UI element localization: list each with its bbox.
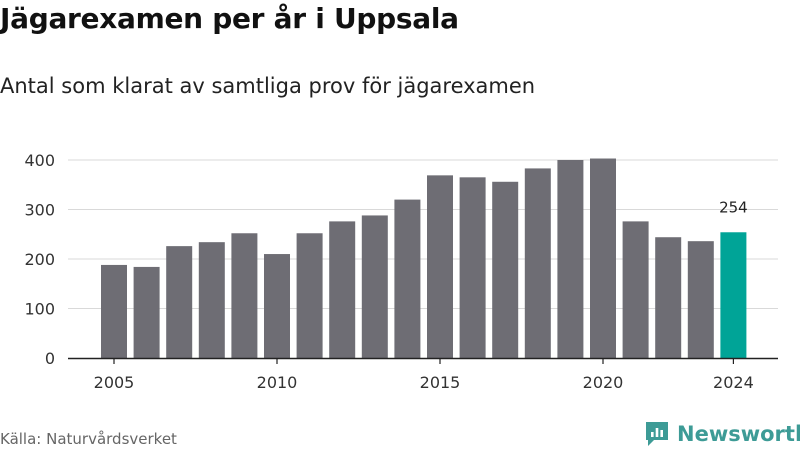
x-tick-label: 2005 [94, 373, 135, 392]
bar-2018 [524, 168, 551, 358]
x-tick-label: 2020 [583, 373, 624, 392]
bar-2017 [492, 181, 519, 358]
bar-2006 [133, 266, 160, 358]
x-tick-label: 2015 [420, 373, 461, 392]
brand-name: Newsworthy [677, 422, 800, 446]
bar-2007 [166, 246, 193, 358]
bar-2012 [329, 221, 356, 358]
data-labels: 254 [719, 198, 748, 216]
bar-2023 [687, 241, 714, 358]
chart-title: Jägarexamen per år i Uppsala [0, 2, 459, 35]
newsworthy-logo-icon [646, 422, 668, 446]
y-tick-label: 400 [24, 151, 55, 170]
x-axis: 2005 2010 2015 2020 2024 [68, 357, 778, 392]
y-tick-label: 200 [24, 250, 55, 269]
bar-chart: 0 100 200 300 400 254 2005 2010 2015 2020 2024 [24, 151, 778, 392]
bar-2014 [394, 199, 421, 358]
bar-2011 [296, 233, 323, 358]
bar-2005 [101, 264, 127, 358]
chart-subtitle: Antal som klarat av samtliga prov för jä… [0, 74, 536, 98]
x-tick-label: 2024 [713, 373, 754, 392]
bar-2010 [264, 254, 290, 358]
bar-2008 [198, 242, 225, 358]
bar-2024 [720, 232, 747, 358]
data-label-2024: 254 [719, 198, 748, 216]
x-tick-label: 2010 [257, 373, 298, 392]
y-tick-label: 100 [24, 300, 55, 319]
bar-2009 [231, 233, 258, 358]
bar-2016 [459, 177, 486, 358]
bar-2022 [655, 237, 682, 358]
y-axis-labels: 0 100 200 300 400 [24, 151, 55, 368]
brand-logo: Newsworthy [644, 420, 800, 448]
bar-2013 [361, 215, 388, 358]
y-tick-label: 0 [45, 349, 55, 368]
bars [101, 158, 747, 358]
y-tick-label: 300 [24, 201, 55, 220]
bar-2021 [622, 221, 649, 358]
bar-2019 [557, 160, 584, 358]
bar-2015 [427, 175, 453, 358]
bar-2020 [590, 158, 616, 358]
source-note: Källa: Naturvårdsverket [0, 430, 177, 448]
